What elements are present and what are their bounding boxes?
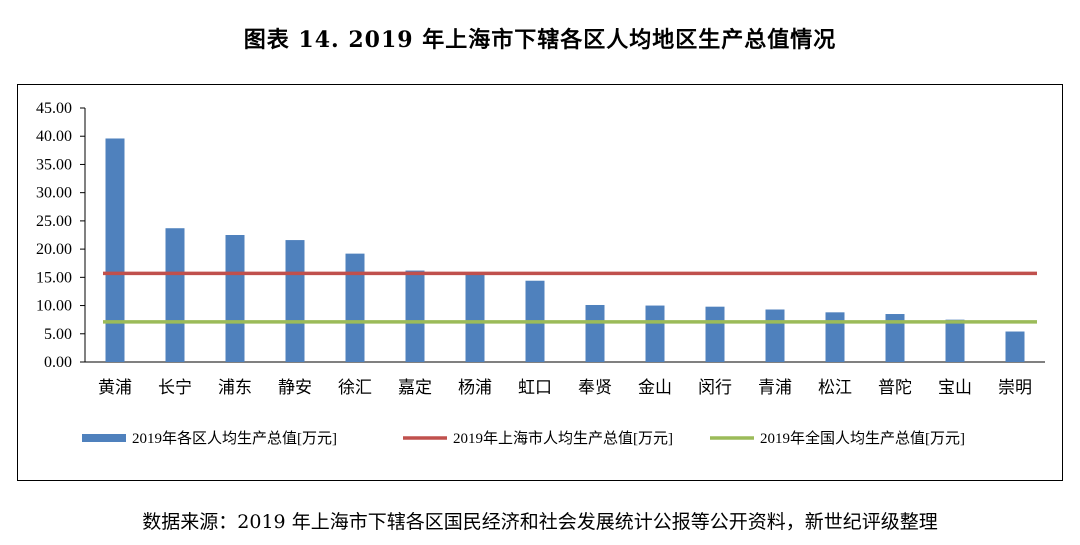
legend: 2019年各区人均生产总值[万元] 2019年上海市人均生产总值[万元] 2019年… [82,429,965,447]
data-source-note: 数据来源：2019 年上海市下辖各区国民经济和社会发展统计公报等公开资料，新世纪… [142,511,938,533]
x-tick-label: 宝山 [938,378,972,398]
bar [645,305,665,362]
x-tick-label: 松江 [818,378,852,398]
bar [225,235,245,362]
bar [405,270,425,362]
x-tick-label: 虹口 [518,378,552,398]
bar [345,253,365,362]
x-tick-label: 浦东 [218,378,252,398]
legend-label: 2019年各区人均生产总值[万元] [132,430,337,447]
chart-title: 图表 14. 2019 年上海市下辖各区人均地区生产总值情况 [243,27,837,53]
x-tick-label: 奉贤 [578,378,612,398]
x-tick-label: 杨浦 [458,378,492,398]
x-tick-label: 闵行 [698,378,732,398]
x-tick-label: 金山 [638,378,672,398]
x-tick-label: 崇明 [998,378,1032,398]
axes [80,107,1045,363]
y-tick-label: 5.00 [44,326,72,343]
bar [945,319,965,362]
y-tick-label: 35.00 [36,156,72,173]
y-tick-label: 15.00 [36,269,72,286]
y-tick-label: 45.00 [36,100,72,117]
x-tick-label: 长宁 [158,378,192,398]
bar [165,228,185,362]
legend-label: 2019年上海市人均生产总值[万元] [453,430,673,447]
y-tick-label: 30.00 [36,185,72,202]
bar [285,240,305,362]
x-tick-label: 青浦 [758,378,792,398]
y-tick-label: 40.00 [36,128,72,145]
bar [765,309,785,362]
bar [885,314,905,362]
y-tick-label: 20.00 [36,241,72,258]
bar [585,304,605,362]
bar [705,306,725,362]
reference-lines [103,271,1037,324]
x-tick-labels: 黄浦 长宁 浦东 静安 徐汇 嘉定 杨浦 虹口 奉贤 金山 闵行 青浦 松江 普陀 宝山 崇明 [98,378,1032,398]
x-tick-label: 静安 [278,378,312,398]
y-tick-label: 0.00 [44,354,72,371]
x-tick-label: 普陀 [878,378,912,398]
x-tick-label: 黄浦 [98,378,132,398]
bar [465,274,485,362]
chart-frame [17,84,1063,481]
bar [825,312,845,362]
bar [1005,331,1025,362]
legend-swatch-bar [82,434,126,442]
y-tick-labels: 0.00 5.00 10.00 15.00 20.00 25.00 30.00 35.00 40… [36,100,72,371]
y-tick-label: 10.00 [36,298,72,315]
legend-label: 2019年全国人均生产总值[万元] [760,429,965,447]
bars [105,138,1025,362]
y-tick-label: 25.00 [36,213,72,230]
bar [105,138,125,362]
x-tick-label: 徐汇 [338,378,372,398]
x-tick-label: 嘉定 [398,378,432,398]
